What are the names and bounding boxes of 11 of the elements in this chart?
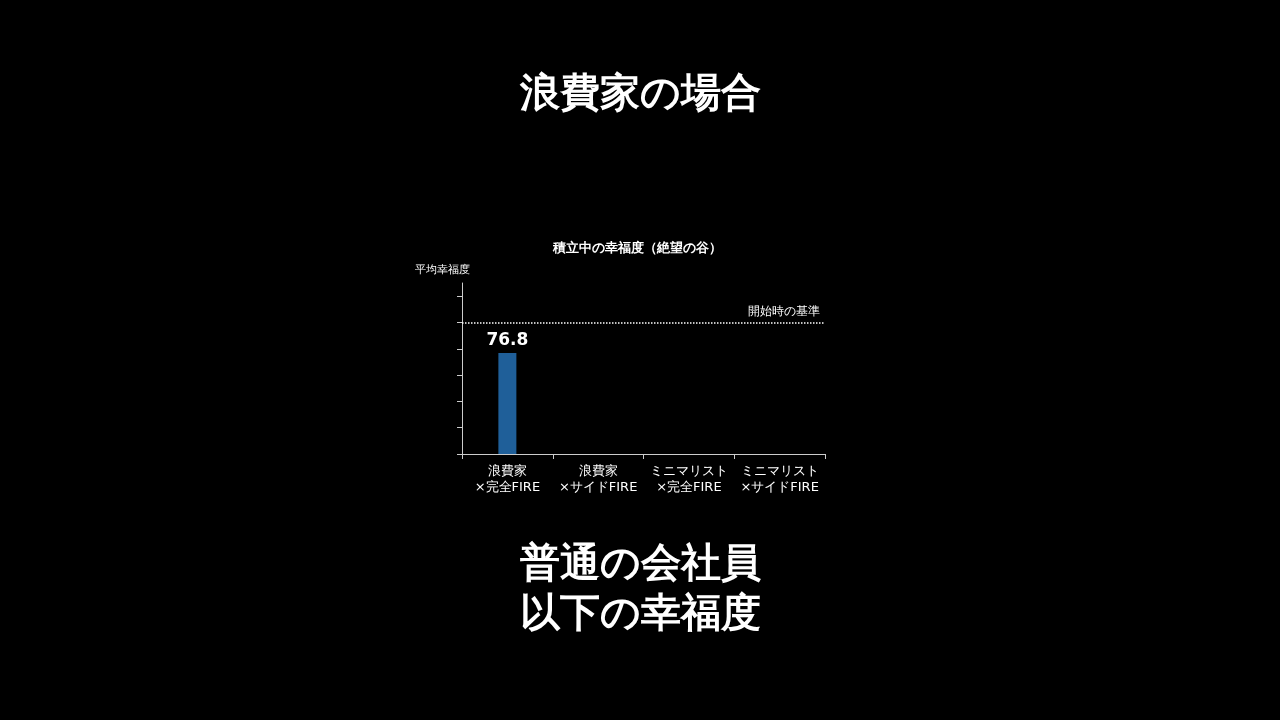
data-label: 76.8 bbox=[486, 329, 529, 350]
ref-line-label: 開始時の基準 bbox=[748, 304, 820, 319]
chart-title: 積立中の幸福度（絶望の谷） bbox=[551, 240, 722, 255]
x-tick-label: 浪費家 ×サイドFIRE bbox=[558, 462, 638, 494]
x-tick-label: ミニマリスト ×完全FIRE bbox=[649, 462, 728, 494]
text: 浪費家の場合 bbox=[518, 69, 761, 115]
text: 以下の幸福度 bbox=[519, 589, 761, 635]
x-tick-label: 浪費家 ×完全FIRE bbox=[474, 462, 541, 494]
y-axis-title: 平均幸福度 bbox=[415, 263, 470, 276]
x-tick-label: ミニマリスト ×サイドFIRE bbox=[740, 462, 819, 494]
text: 普通の会社員 bbox=[519, 539, 761, 585]
